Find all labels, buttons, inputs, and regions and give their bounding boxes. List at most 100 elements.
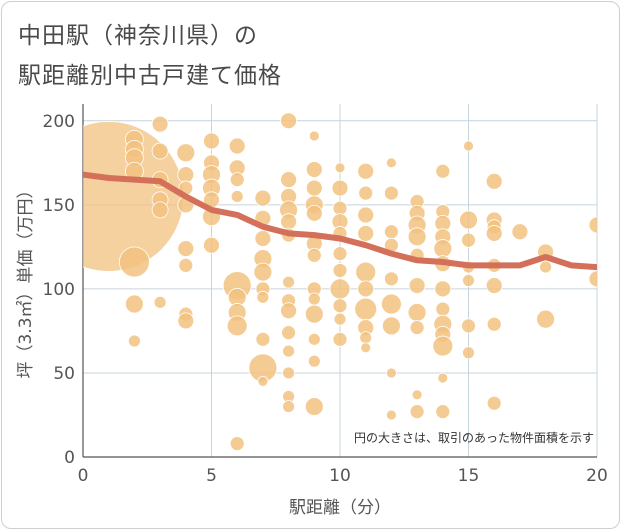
bubble-point-91 [357, 280, 375, 298]
bubble-point-103 [385, 367, 397, 379]
bubble-point-15 [177, 166, 195, 184]
y-tick-label-150: 150 [43, 196, 75, 216]
bubble-point-63 [305, 161, 323, 178]
bubble-point-92 [354, 297, 378, 321]
bubble-point-12 [151, 201, 169, 219]
x-axis-ticks: 0 5 10 15 20 [78, 466, 608, 486]
bubble-point-142 [486, 395, 502, 411]
x-tick-label-10: 10 [329, 466, 351, 486]
bubble-point-66 [305, 204, 323, 222]
bubble-point-147 [588, 216, 597, 234]
bubble-point-88 [357, 206, 375, 224]
bubble-point-113 [411, 389, 423, 401]
average-trend-line [83, 171, 597, 271]
bubble-point-125 [432, 335, 454, 357]
bubble-point-86 [357, 162, 375, 180]
bubble-point-126 [437, 372, 449, 384]
bubble-point-56 [280, 302, 298, 320]
bubble-point-115 [435, 163, 451, 179]
bubble-point-133 [461, 318, 476, 334]
bubble-point-9 [151, 142, 169, 160]
bubble-point-80 [332, 246, 348, 262]
bubble-point-29 [228, 137, 246, 155]
bubble-point-143 [511, 223, 529, 241]
bubble-point-49 [280, 171, 298, 189]
bubble-point-36 [226, 315, 248, 337]
bubble-point-148 [588, 270, 597, 288]
bubble-point-127 [435, 404, 451, 420]
bubble-point-57 [281, 325, 297, 341]
bubble-point-13 [153, 295, 167, 309]
bubble-point-70 [307, 292, 321, 306]
bubble-point-64 [305, 179, 323, 197]
bubble-point-54 [282, 275, 296, 289]
bubble-point-135 [485, 172, 503, 190]
bubble-point-31 [229, 172, 245, 188]
bubble-point-1 [118, 246, 150, 278]
bubble-point-75 [334, 162, 346, 174]
x-tick-label-20: 20 [586, 466, 608, 486]
bubble-point-40 [254, 230, 272, 247]
bubble-point-61 [282, 400, 296, 413]
bubble-point-130 [461, 232, 476, 248]
bubble-point-90 [355, 261, 377, 283]
bubble-point-140 [485, 277, 503, 294]
x-tick-label-0: 0 [78, 466, 89, 486]
bubble-point-74 [304, 397, 324, 416]
chart-title-line-2: 駅距離別中古戸建て価格 [18, 63, 282, 89]
bubble-point-47 [257, 375, 269, 387]
bubble-point-128 [463, 140, 474, 152]
bubble-point-59 [282, 366, 296, 380]
bubble-point-108 [407, 227, 427, 247]
bubble-point-32 [230, 190, 244, 203]
bubble-point-37 [229, 436, 245, 451]
bubble-point-8 [151, 115, 169, 133]
bubble-point-101 [380, 293, 402, 315]
bubble-point-58 [282, 344, 296, 358]
y-tick-label-0: 0 [64, 448, 75, 468]
bubble-point-87 [358, 185, 374, 201]
y-axis-label: 坪（3.3㎡）単価（万円） [16, 181, 36, 378]
bubble-point-96 [385, 157, 397, 169]
bubble-point-19 [178, 257, 194, 273]
bubble-point-84 [333, 312, 347, 326]
bubble-point-97 [383, 185, 399, 201]
bubble-point-28 [203, 236, 220, 254]
bubble-point-85 [332, 331, 348, 347]
bubble-point-18 [177, 240, 195, 257]
bubble-point-73 [307, 354, 321, 368]
bubble-point-42 [253, 262, 273, 282]
bubble-point-114 [409, 404, 425, 420]
bubble-point-76 [331, 179, 349, 197]
bubble-point-38 [254, 189, 272, 207]
y-tick-label-200: 200 [43, 112, 75, 132]
bubble-point-121 [434, 280, 452, 298]
bubble-point-112 [409, 320, 425, 335]
bubble-point-68 [306, 247, 322, 263]
bubble-point-95 [360, 342, 372, 354]
x-tick-label-5: 5 [206, 466, 217, 486]
bubble-point-141 [486, 316, 502, 332]
y-tick-label-100: 100 [43, 280, 75, 300]
x-tick-label-15: 15 [458, 466, 480, 486]
bubble-point-89 [357, 225, 375, 242]
bubble-point-94 [359, 331, 373, 345]
bubble-size-note: 円の大きさは、取引のあった物件面積を示す [354, 430, 594, 445]
bubble-point-52 [280, 213, 298, 231]
chart-title-line-1: 中田駅（神奈川県）の [18, 23, 258, 49]
bubble-point-62 [308, 130, 320, 142]
bubble-point-48 [280, 112, 298, 130]
bubble-point-98 [383, 224, 399, 240]
bubble-point-45 [255, 331, 271, 347]
x-axis-label: 駅距離（分） [289, 498, 391, 518]
bubble-point-146 [536, 309, 555, 329]
y-axis-ticks: 0 50 100 150 200 [43, 112, 75, 468]
bubble-point-6 [124, 294, 144, 314]
bubble-point-22 [203, 132, 220, 150]
bubble-point-100 [383, 271, 399, 287]
bubble-point-21 [177, 312, 195, 330]
bubble-point-134 [462, 346, 475, 360]
bubble-point-14 [176, 143, 196, 163]
bubble-point-82 [329, 278, 351, 300]
